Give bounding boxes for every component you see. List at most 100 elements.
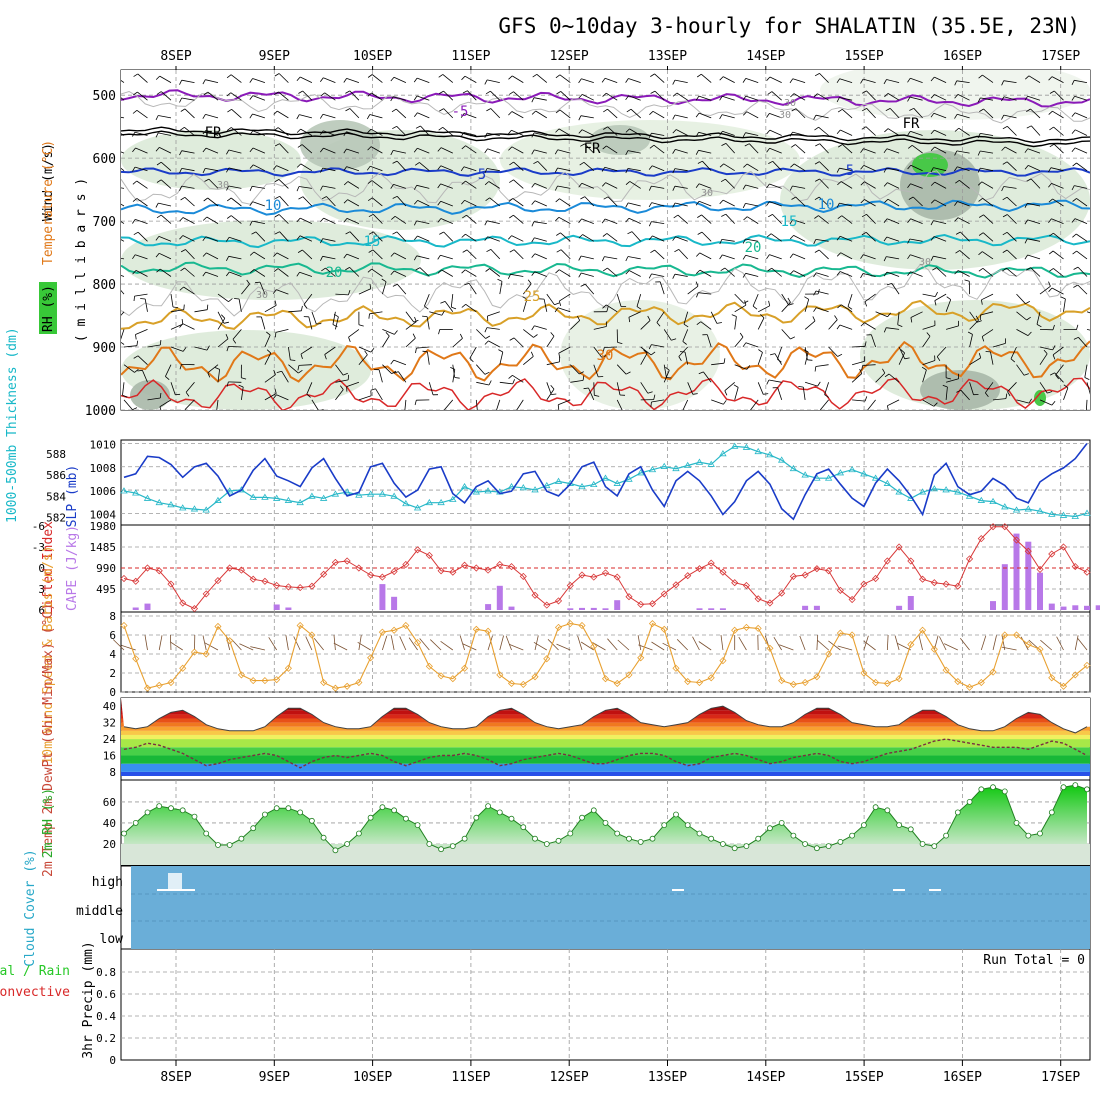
wind-barb — [723, 163, 735, 172]
wind-barb-flag — [556, 91, 562, 95]
wind-barb-flag — [272, 165, 277, 170]
wind-barb-flag — [461, 180, 466, 185]
wind-barb-flag — [159, 339, 162, 346]
wind-barb-flag — [696, 269, 701, 274]
wind-barb-flag — [907, 96, 911, 102]
wind-barb-flag — [319, 77, 324, 82]
wind-barb-flag — [766, 201, 770, 206]
wind-barb-flag — [625, 181, 631, 186]
wind-barb — [581, 272, 594, 277]
wind-barb-flag — [202, 236, 207, 242]
wind-barb — [1028, 75, 1041, 83]
wind10-marker — [1048, 674, 1056, 682]
wind-barb-flag — [1050, 372, 1055, 376]
rh-marker — [579, 814, 585, 821]
wind-barb — [769, 76, 782, 83]
wind-barb-flag — [1072, 250, 1077, 255]
wind-barb — [1007, 382, 1017, 392]
thickness-marker — [519, 484, 527, 491]
wind-barb — [300, 346, 313, 355]
wind-barb-flag — [202, 129, 207, 135]
wind10-marker — [789, 680, 797, 688]
wind-barb — [1031, 125, 1041, 136]
thickness-marker — [190, 505, 199, 512]
wind-barb-flag — [900, 349, 905, 354]
wind-barb — [701, 231, 712, 242]
wind-barb-flag — [721, 213, 726, 217]
wind-barb-flag — [723, 358, 726, 364]
wind-barb — [440, 183, 453, 189]
wind-barb — [651, 202, 665, 207]
wind-barb-flag — [484, 181, 490, 186]
wind-barb — [815, 114, 829, 119]
wind-barb-flag — [132, 219, 136, 224]
wind10-barb — [556, 643, 571, 651]
wind-barb — [322, 255, 336, 260]
wind10-barb — [676, 639, 688, 651]
rh-marker — [825, 843, 832, 849]
thickness-marker — [754, 447, 762, 455]
rh-marker — [461, 835, 468, 842]
thickness-marker — [848, 465, 856, 473]
wind-barb-flag — [930, 199, 935, 204]
cloud-mark-3 — [672, 889, 684, 891]
thickness-marker — [1071, 512, 1079, 519]
li-marker — [531, 591, 539, 599]
li-marker — [907, 557, 915, 565]
temp-band — [121, 718, 1090, 723]
wind-barb — [630, 108, 641, 119]
wind-barb — [725, 178, 735, 189]
wind10-marker — [273, 676, 281, 684]
wind10-marker — [308, 631, 316, 639]
wind-barb — [465, 233, 477, 242]
rh-marker — [614, 830, 621, 837]
wind10-marker — [1001, 631, 1009, 639]
wind-barb — [724, 267, 735, 277]
wind-barb — [231, 108, 242, 119]
wind-barb — [922, 369, 927, 383]
wind10-barb — [399, 636, 407, 651]
wind-barb — [300, 217, 313, 224]
wind-barb-flag — [1071, 96, 1075, 101]
wind-barb-flag — [202, 252, 207, 257]
wind-barb — [1051, 76, 1064, 83]
wind-barb-flag — [625, 95, 629, 101]
wind-barb — [184, 197, 195, 207]
thickness-marker — [601, 474, 610, 481]
wind-barb — [725, 143, 735, 154]
wind-barb-flag — [226, 215, 232, 219]
wind-barb-flag — [696, 73, 702, 78]
wind-barb-flag — [766, 148, 770, 153]
wind-barb-flag — [695, 201, 700, 206]
wind-barb-flag — [180, 267, 185, 272]
wind-barb-flag — [321, 196, 327, 200]
thickness-marker — [883, 479, 892, 486]
wind-barb-flag — [484, 133, 488, 138]
rh-marker — [649, 835, 656, 842]
wind-barb — [910, 218, 923, 224]
wind-barb — [957, 166, 970, 172]
wind-barb-flag — [803, 349, 809, 353]
wind-barb — [745, 132, 759, 136]
wind-barb-flag — [133, 91, 138, 96]
wind-barb — [1074, 95, 1088, 101]
wind-barb — [205, 236, 219, 242]
chart-title: GFS 0~10day 3-hourly for SHALATIN (35.5E… — [498, 14, 1080, 38]
wind10-barb — [333, 642, 348, 651]
wind-barb — [281, 370, 289, 383]
wind-barb — [393, 359, 407, 366]
wind-barb — [205, 147, 219, 154]
wind-barb — [373, 214, 383, 224]
wind-barb-flag — [1002, 231, 1008, 236]
wind-barb-flag — [752, 305, 758, 310]
wind-barb — [216, 399, 219, 410]
wind-barb — [875, 311, 888, 318]
wind-barb-flag — [672, 274, 676, 279]
rh-marker — [414, 822, 421, 828]
wind-barb-flag — [319, 114, 324, 119]
wind-barb — [839, 167, 853, 172]
wind-barb-flag — [636, 306, 642, 310]
wind-barb-flag — [207, 372, 211, 378]
thickness-marker — [684, 461, 692, 468]
wind-barb-flag — [930, 256, 934, 261]
